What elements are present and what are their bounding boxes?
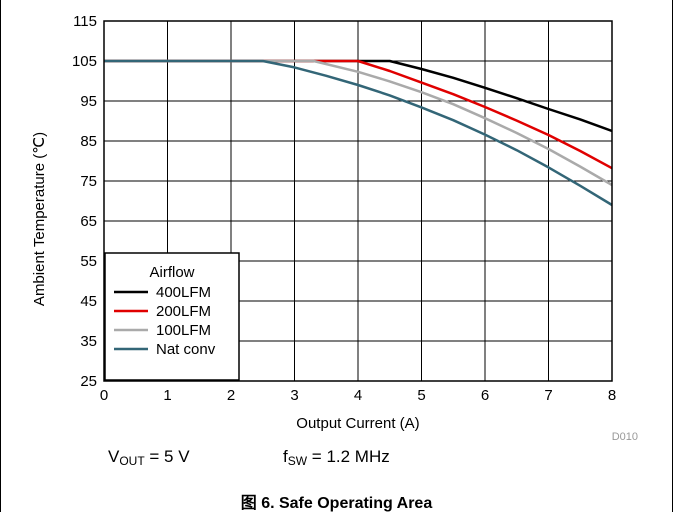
x-tick-label: 0 — [100, 387, 108, 404]
vout-condition: VOUT = 5 V — [108, 447, 190, 468]
y-tick-label: 85 — [80, 133, 97, 150]
legend: Airflow 400LFM 200LFM 100LFM Nat conv — [104, 252, 240, 381]
series-line-1 — [104, 59, 613, 170]
chart-id-label: D010 — [612, 431, 638, 443]
plot-area — [103, 20, 613, 382]
x-tick-label: 4 — [354, 387, 362, 404]
x-tick-label: 6 — [481, 387, 489, 404]
x-tick-label: 8 — [608, 387, 616, 404]
series-line-0 — [104, 59, 613, 133]
legend-title: Airflow — [149, 264, 194, 281]
legend-entry-3: Nat conv — [156, 341, 216, 358]
legend-entry-0: 400LFM — [156, 284, 211, 301]
series-line-3 — [104, 59, 613, 207]
y-tick-label: 105 — [72, 53, 97, 70]
x-tick-label: 2 — [227, 387, 235, 404]
fsw-condition: fSW = 1.2 MHz — [283, 447, 390, 468]
legend-entry-2: 100LFM — [156, 322, 211, 339]
y-tick-label: 115 — [73, 13, 97, 30]
y-axis-label: Ambient Temperature (℃) — [31, 132, 48, 306]
y-tick-label: 95 — [80, 93, 97, 110]
x-axis-label: Output Current (A) — [296, 415, 419, 432]
x-tick-label: 7 — [544, 387, 552, 404]
y-tick-label: 65 — [80, 213, 97, 230]
y-tick-label: 75 — [80, 173, 97, 190]
y-tick-label: 45 — [80, 293, 97, 310]
series-lines — [104, 59, 613, 207]
y-tick-label: 35 — [80, 333, 97, 350]
x-tick-label: 5 — [417, 387, 425, 404]
legend-box — [104, 252, 240, 381]
y-tick-label: 25 — [80, 373, 97, 390]
series-line-2 — [104, 59, 613, 187]
x-tick-label: 3 — [290, 387, 298, 404]
x-tick-label: 1 — [163, 387, 171, 404]
figure-caption: 图 6. Safe Operating Area — [240, 495, 433, 512]
y-tick-label: 55 — [80, 253, 97, 270]
legend-entry-1: 200LFM — [156, 303, 211, 320]
